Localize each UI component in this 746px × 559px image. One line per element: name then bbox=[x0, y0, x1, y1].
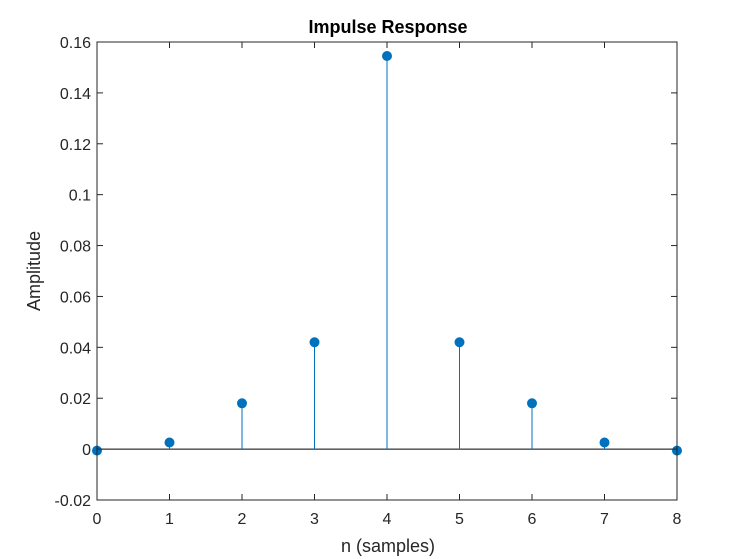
y-tick-label: 0.16 bbox=[60, 35, 91, 52]
y-tick-label: 0.02 bbox=[60, 391, 91, 408]
x-tick-label: 0 bbox=[93, 511, 102, 528]
y-tick-label: 0.12 bbox=[60, 137, 91, 154]
x-tick-label: 1 bbox=[165, 511, 174, 528]
y-tick-label: -0.02 bbox=[55, 493, 92, 510]
stem-marker bbox=[382, 50, 392, 61]
stem-marker bbox=[454, 337, 465, 348]
chart-title: Impulse Response bbox=[308, 17, 467, 37]
x-tick-label: 3 bbox=[310, 511, 319, 528]
x-tick-label: 5 bbox=[455, 511, 464, 528]
stem-marker bbox=[527, 398, 537, 409]
y-tick-label: 0.08 bbox=[60, 239, 91, 256]
x-tick-label: 7 bbox=[600, 511, 609, 528]
y-tick-label: 0.1 bbox=[69, 188, 91, 205]
y-tick-label: 0 bbox=[82, 442, 91, 459]
y-axis-label: Amplitude bbox=[24, 231, 44, 311]
y-tick-label: 0.04 bbox=[60, 340, 91, 357]
stem-marker bbox=[309, 337, 320, 348]
x-tick-label: 2 bbox=[238, 511, 247, 528]
x-tick-label: 4 bbox=[383, 511, 392, 528]
x-tick-label: 8 bbox=[673, 511, 682, 528]
x-tick-label: 6 bbox=[528, 511, 537, 528]
stem-marker bbox=[237, 398, 247, 409]
stem-marker bbox=[599, 437, 610, 448]
y-tick-label: 0.14 bbox=[60, 86, 91, 103]
y-tick-label: 0.06 bbox=[60, 289, 91, 306]
x-axis-label: n (samples) bbox=[341, 536, 435, 556]
stem-marker bbox=[164, 437, 175, 448]
